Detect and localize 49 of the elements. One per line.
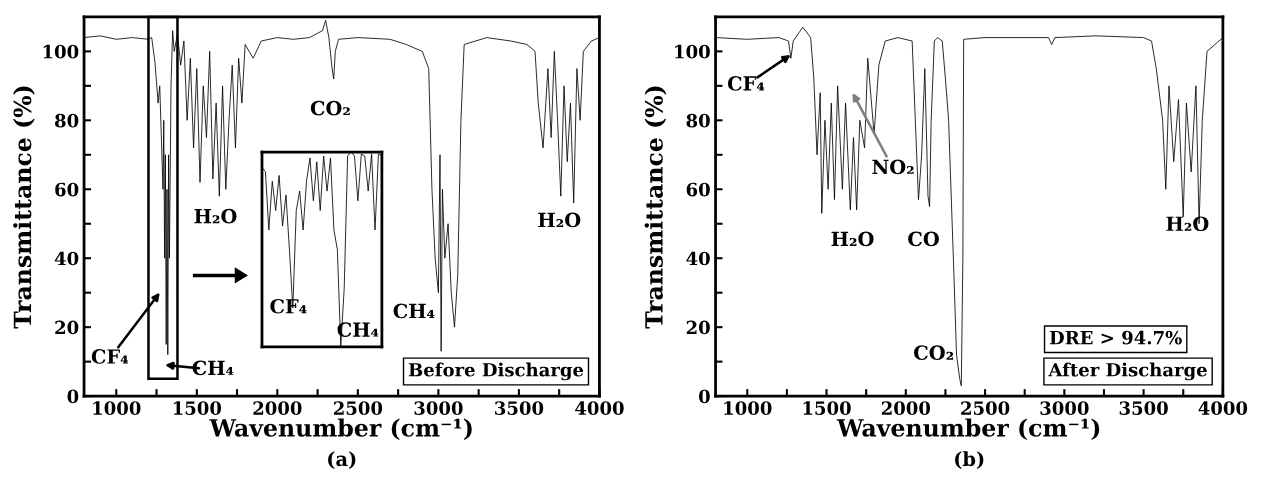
- annotation: H₂O: [831, 231, 874, 247]
- x-axis-title: Wavenumber (cm⁻¹): [836, 418, 1100, 441]
- x-tick-label: 1000: [724, 401, 772, 415]
- y-tick-label: 80: [686, 113, 710, 128]
- annotation: NO₂: [872, 159, 914, 175]
- annotation: Before Discharge: [408, 362, 584, 381]
- y-tick-label: 100: [43, 44, 79, 59]
- x-tick-label: 3500: [1119, 401, 1168, 415]
- text: (a): [328, 451, 356, 469]
- annotation: CO₂: [914, 345, 954, 361]
- annotation: H₂O: [1166, 216, 1209, 232]
- annotation: CO₂: [310, 100, 350, 116]
- annotation: DRE > 94.7%: [1049, 330, 1182, 345]
- text: (b): [955, 451, 984, 469]
- x-tick-label: 1500: [173, 401, 222, 415]
- y-tick-label: 80: [55, 113, 79, 128]
- x-tick-label: 2500: [333, 401, 383, 415]
- x-tick-label: 2000: [253, 401, 302, 415]
- x-tick-label: 3000: [414, 401, 463, 415]
- y-tick-label: 60: [686, 182, 710, 197]
- annotation: CH₄: [337, 322, 379, 337]
- y-tick-label: 40: [54, 251, 79, 266]
- x-tick-label: 3500: [495, 401, 544, 415]
- x-axis-title: Wavenumber (cm⁻¹): [209, 418, 472, 441]
- y-tick-label: 40: [686, 251, 710, 266]
- x-tick-label: 1000: [93, 401, 141, 415]
- x-tick-label: 2500: [961, 401, 1010, 415]
- annotation: H₂O: [538, 212, 581, 228]
- y-tick-label: 0: [698, 389, 710, 404]
- y-axis-title: Transmittance (%): [13, 86, 35, 329]
- annotation: CF₄: [270, 298, 307, 314]
- x-tick-label: 3000: [1040, 401, 1089, 415]
- y-tick-label: 100: [675, 44, 710, 59]
- y-tick-label: 20: [55, 320, 79, 335]
- y-tick-label: 60: [55, 182, 79, 197]
- y-axis-title: Transmittance (%): [644, 86, 667, 329]
- annotation: After Discharge: [1048, 362, 1207, 381]
- x-tick-label: 4000: [1198, 401, 1248, 415]
- x-tick-label: 1500: [803, 401, 851, 415]
- annotation: H₂O: [194, 208, 237, 224]
- annotation: CH₄: [192, 360, 234, 376]
- annotation: CF₄: [91, 349, 129, 364]
- annotation: CF₄: [727, 76, 765, 91]
- annotation: CH₄: [393, 303, 435, 319]
- annotation: CO: [908, 231, 939, 247]
- y-tick-label: 0: [67, 389, 79, 404]
- y-tick-label: 20: [686, 320, 710, 335]
- x-tick-label: 4000: [575, 401, 624, 415]
- x-tick-label: 2000: [881, 401, 931, 415]
